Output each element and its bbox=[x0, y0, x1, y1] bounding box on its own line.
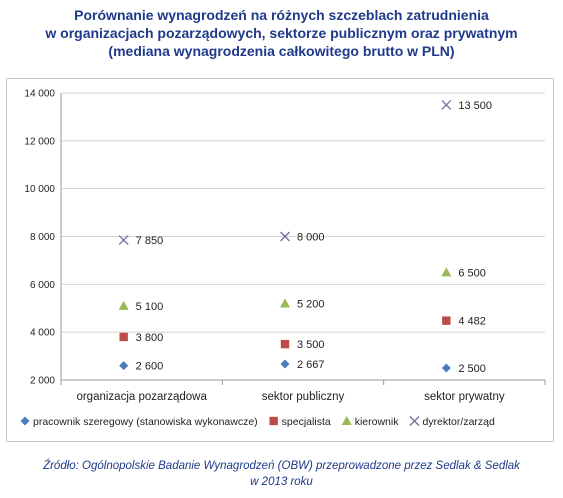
data-point bbox=[441, 267, 452, 277]
source-note: Źródło: Ogólnopolskie Badanie Wynagrodze… bbox=[0, 458, 563, 490]
data-label: 7 850 bbox=[136, 235, 164, 247]
y-tick-label: 10 000 bbox=[24, 184, 55, 195]
legend-marker bbox=[20, 416, 30, 426]
legend-marker bbox=[269, 416, 278, 426]
legend-entry: dyrektor/zarząd bbox=[422, 416, 495, 428]
chart-svg: 2 000 4 000 6 000 8 000 10 000 12 000 14 000 or… bbox=[20, 89, 546, 428]
title-line-2: w organizacjach pozarządowych, sektorze … bbox=[45, 25, 518, 41]
data-label: 8 000 bbox=[297, 232, 325, 244]
chart-title: Porównanie wynagrodzeń na różnych szczeb… bbox=[0, 6, 563, 60]
legend-marker bbox=[409, 416, 420, 426]
data-label: 5 100 bbox=[136, 301, 164, 313]
x-tick-label: sektor publiczny bbox=[262, 391, 345, 403]
data-label: 2 600 bbox=[136, 361, 164, 373]
data-point bbox=[280, 231, 290, 242]
y-tick-label: 6 000 bbox=[30, 280, 55, 291]
data-point bbox=[280, 298, 290, 308]
data-point bbox=[442, 316, 451, 325]
data-point bbox=[119, 361, 129, 371]
data-label: 13 500 bbox=[458, 100, 492, 112]
data-point bbox=[441, 99, 452, 110]
data-point bbox=[280, 359, 290, 369]
y-tick-label: 8 000 bbox=[30, 232, 55, 243]
data-point bbox=[280, 339, 290, 349]
data-label: 6 500 bbox=[458, 267, 486, 279]
title-line-3: (mediana wynagrodzenia całkowitego brutt… bbox=[108, 43, 455, 59]
legend-entry: pracownik szeregowy (stanowiska wykonawc… bbox=[33, 416, 258, 428]
data-label: 2 500 bbox=[458, 363, 486, 375]
data-point bbox=[119, 332, 128, 342]
y-tick-label: 14 000 bbox=[24, 89, 55, 100]
legend-entry: specjalista bbox=[282, 416, 331, 428]
data-label: 3 800 bbox=[136, 332, 164, 344]
data-point bbox=[441, 363, 451, 373]
y-tick-label: 2 000 bbox=[30, 376, 55, 387]
y-tick-label: 4 000 bbox=[30, 328, 55, 339]
data-label: 4 482 bbox=[458, 316, 486, 328]
x-tick-label: organizacja pozarządowa bbox=[76, 391, 207, 403]
source-line-1: Źródło: Ogólnopolskie Badanie Wynagrodze… bbox=[43, 460, 520, 472]
source-line-2: w 2013 roku bbox=[250, 476, 313, 488]
chart-area: 2 000 4 000 6 000 8 000 10 000 12 000 14 000 or… bbox=[6, 78, 554, 442]
data-label: 5 200 bbox=[297, 298, 325, 310]
x-tick-label: sektor prywatny bbox=[424, 391, 505, 403]
legend-marker bbox=[341, 416, 352, 425]
title-line-1: Porównanie wynagrodzeń na różnych szczeb… bbox=[74, 7, 489, 23]
data-point bbox=[118, 235, 129, 246]
data-point bbox=[118, 300, 129, 310]
y-tick-label: 12 000 bbox=[24, 136, 55, 147]
legend-entry: kierownik bbox=[355, 416, 400, 428]
data-label: 2 667 bbox=[297, 359, 325, 371]
data-label: 3 500 bbox=[297, 339, 325, 351]
